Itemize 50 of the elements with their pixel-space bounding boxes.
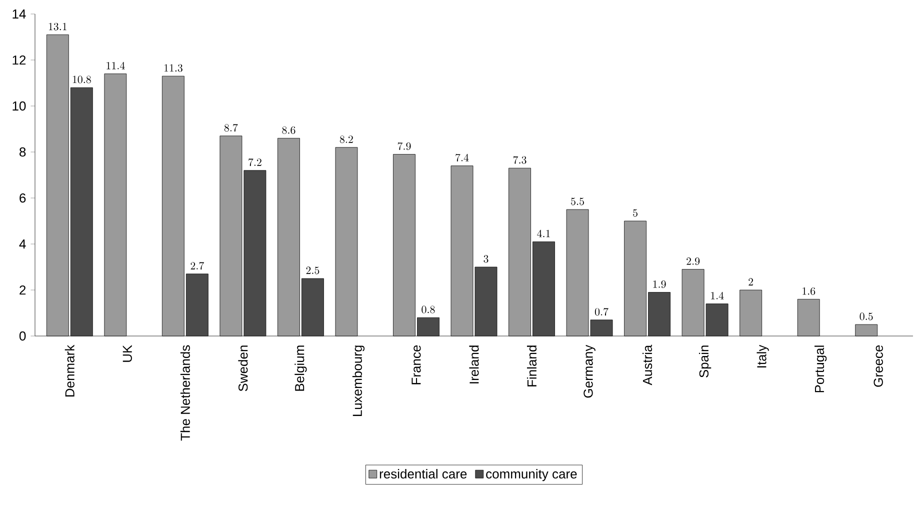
x-tick-label: Ireland <box>469 346 479 384</box>
data-label: 7.2 <box>248 158 262 166</box>
x-tick-label: Sweden <box>238 346 248 392</box>
x-tick-label: Greece <box>874 345 883 387</box>
data-label: 7.9 <box>398 142 411 150</box>
data-label: 1 .6 <box>802 287 816 295</box>
data-label: 2.5 <box>306 266 320 274</box>
x-tick-label: France <box>412 345 421 384</box>
x-tick-label: Austria <box>642 344 652 386</box>
data-label: 11 .3 <box>164 64 182 72</box>
y-tick-label: 12 <box>12 55 26 65</box>
data-label: 13. 1 <box>48 22 66 30</box>
data-label: 0.5 <box>860 312 873 320</box>
data-label: 1 .4 <box>711 292 724 300</box>
data-label: 4. 1 <box>537 230 550 238</box>
data-label: 11 .4 <box>106 62 125 70</box>
y-tick-label: 6 <box>20 193 26 203</box>
x-tick-label: UK <box>122 344 132 362</box>
x-tick-label: Portugal <box>814 346 827 392</box>
x-tick-label: Denmark <box>64 344 74 396</box>
data-label: 8.2 <box>340 136 353 144</box>
data-label: 7.4 <box>456 154 469 162</box>
x-tick-label: Luxembourg <box>352 346 365 416</box>
x-tick-label: Spain <box>698 346 712 378</box>
y-tick-label: 14 <box>12 10 26 18</box>
data-label: 2 <box>748 278 753 286</box>
data-label: 5 <box>633 209 638 217</box>
y-tick-label: 10 <box>12 101 26 111</box>
data-label: 2.9 <box>686 257 700 265</box>
data-label: 0.7 <box>594 308 608 316</box>
x-tick-label: Italy <box>756 344 769 368</box>
data-label: 3 <box>484 255 488 263</box>
legend-label: residential care <box>380 468 467 479</box>
data-label: 2.7 <box>190 262 204 270</box>
x-tick-label: Germany <box>584 344 596 398</box>
data-label: 0.8 <box>422 306 435 314</box>
y-tick-label: 4 <box>19 240 26 248</box>
y-tick-label: 0 <box>19 331 26 341</box>
legend-label: community care <box>486 468 577 482</box>
data-label: 7.3 <box>513 156 526 164</box>
data-label: 8.7 <box>224 124 238 132</box>
data-label: 10.8 <box>72 76 91 84</box>
y-tick-label: 2 <box>20 285 26 295</box>
y-tick-label: 8 <box>20 147 26 157</box>
x-tick-label: Belgium <box>294 346 307 391</box>
data-label: 5.5 <box>571 198 584 206</box>
x-tick-label: Finland <box>526 346 537 386</box>
x-tick-label: The Netherlands <box>180 345 190 441</box>
data-label: 8.6 <box>282 126 296 134</box>
data-label: 1 .9 <box>653 280 666 288</box>
